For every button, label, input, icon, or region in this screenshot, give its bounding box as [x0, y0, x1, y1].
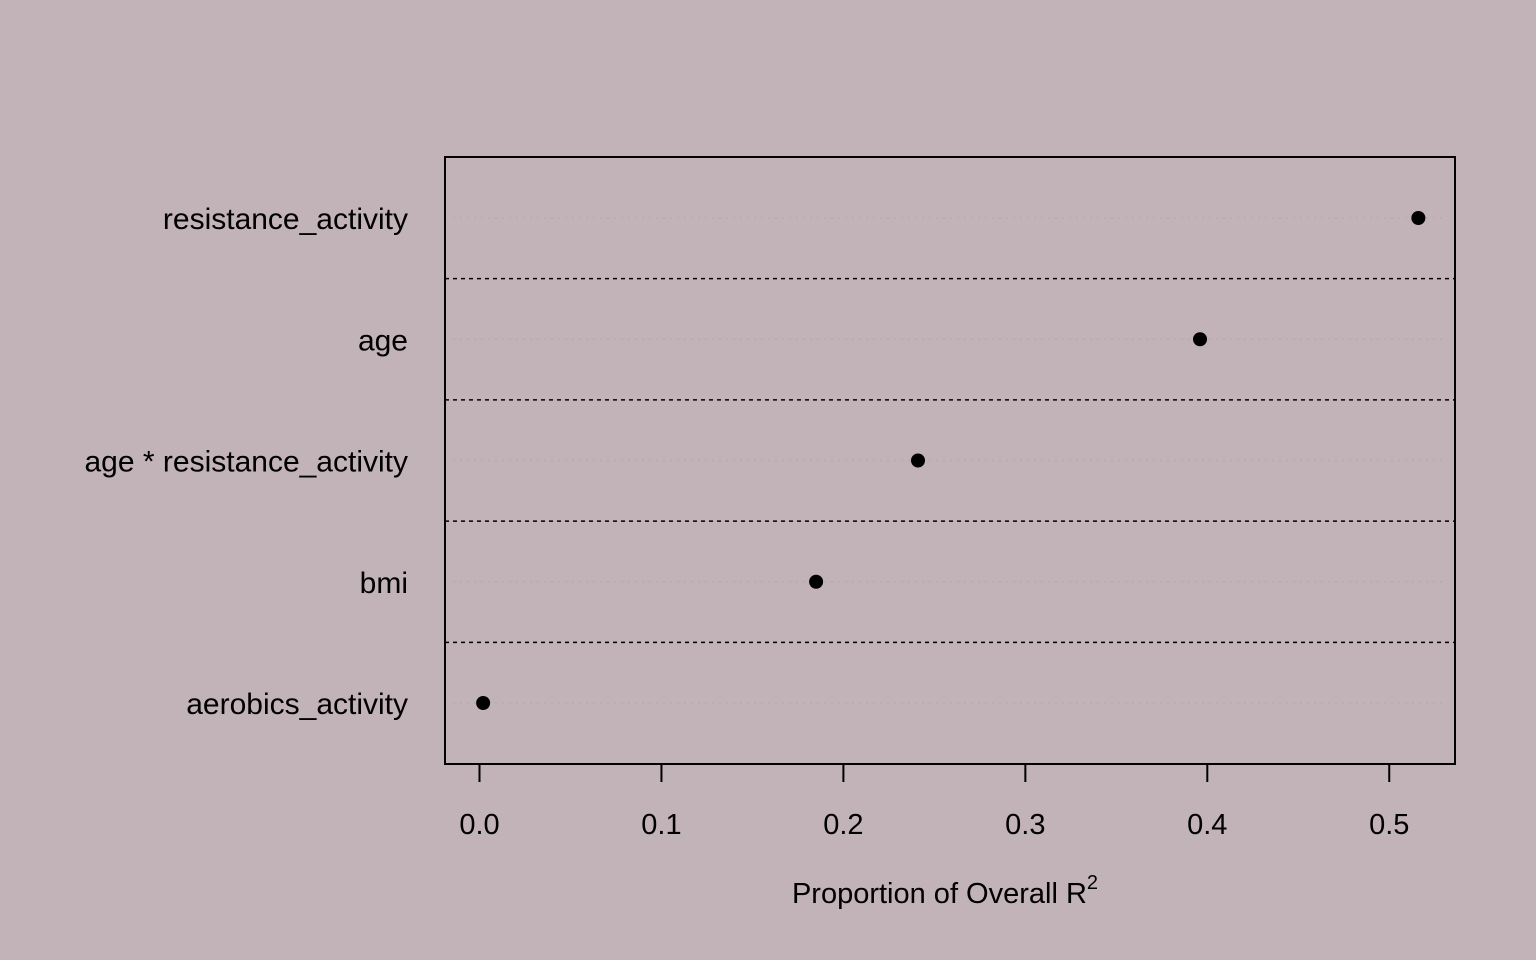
data-point [809, 574, 824, 589]
data-points [476, 211, 1426, 710]
x-tick-label: 0.0 [459, 809, 499, 841]
x-tick-label: 0.1 [641, 809, 681, 841]
data-point [1193, 332, 1208, 347]
category-label: age [358, 324, 408, 357]
category-label: aerobics_activity [186, 688, 408, 721]
data-point [910, 453, 925, 468]
x-axis-title: Proportion of Overall R2 [792, 872, 1098, 910]
x-axis-title-text: Proportion of Overall R [792, 878, 1087, 910]
x-tick-label: 0.4 [1187, 809, 1227, 841]
category-label: age * resistance_activity [85, 446, 409, 479]
x-tick-label: 0.2 [823, 809, 863, 841]
data-point [476, 696, 491, 710]
x-tick-label: 0.3 [1005, 809, 1045, 841]
category-label: resistance_activity [163, 203, 408, 236]
category-separators [445, 277, 1455, 644]
data-point [1411, 211, 1426, 225]
row-guides [453, 217, 1447, 704]
x-axis: 0.0 0.1 0.2 0.3 0.4 0.5 [459, 763, 1409, 841]
x-axis-title-superscript: 2 [1087, 872, 1098, 894]
category-label: bmi [360, 567, 408, 600]
x-tick-label: 0.5 [1369, 809, 1409, 841]
